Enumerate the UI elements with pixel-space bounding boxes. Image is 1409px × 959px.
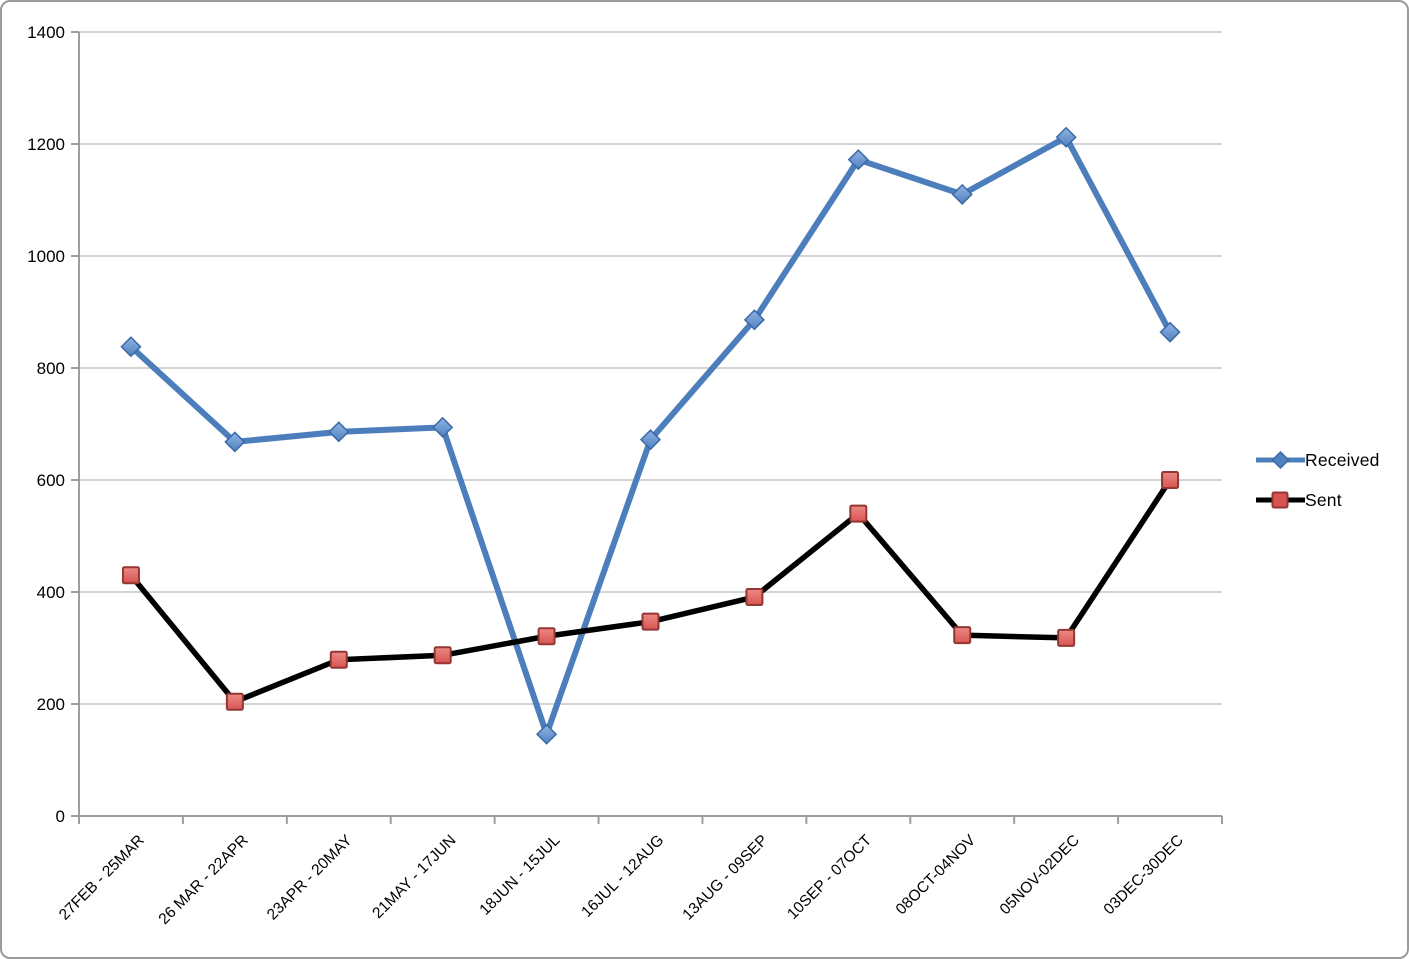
sent-data-point (225, 692, 244, 711)
y-axis-label-1000: 1000 (27, 247, 65, 266)
sent-data-point (953, 626, 972, 645)
x-axis-label: 21MAY - 17JUN (369, 832, 459, 922)
sent-data-point (641, 612, 660, 631)
x-axis-label: 08OCT-04NOV (893, 831, 980, 918)
received-data-point (951, 183, 973, 205)
x-axis-label: 05NOV-02DEC (997, 832, 1083, 918)
received-data-point (224, 431, 246, 453)
received-data-point (1159, 321, 1181, 343)
y-axis-label-800: 800 (37, 359, 65, 378)
x-axis-label: 27FEB - 25MAR (56, 832, 148, 924)
x-axis-label: 03DEC-30DEC (1101, 832, 1187, 918)
sent-data-point (745, 588, 764, 607)
y-axis-label-1400: 1400 (27, 23, 65, 42)
received-data-point (536, 723, 558, 745)
x-axis-label: 10SEP - 07OCT (784, 831, 875, 922)
legend-label-received: Received (1305, 450, 1380, 470)
y-axis-label-1200: 1200 (27, 135, 65, 154)
received-data-point (639, 429, 662, 451)
received-data-point (743, 309, 765, 331)
received-data-point (1055, 126, 1077, 148)
sent-data-point (1057, 628, 1076, 647)
sent-square-marker-icon (1271, 491, 1289, 509)
sent-series-line (128, 477, 1173, 705)
sent-data-point (849, 504, 868, 523)
received-data-point (847, 149, 869, 171)
received-data-point (120, 336, 142, 358)
y-axis-label-200: 200 (37, 695, 65, 714)
y-axis-label-600: 600 (37, 471, 65, 490)
x-axis-label: 16JUL - 12AUG (578, 832, 667, 921)
legend-item-sent: Sent (1256, 486, 1380, 514)
received-data-point (432, 416, 454, 438)
y-axis-label-400: 400 (37, 583, 65, 602)
x-axis-label: 23APR - 20MAY (264, 832, 356, 924)
received-diamond-marker-icon (1271, 451, 1290, 469)
sent-data-point (433, 646, 452, 665)
sent-data-point (329, 650, 348, 669)
x-axis-label: 13AUG - 09SEP (679, 832, 771, 924)
sent-data-point (1161, 471, 1180, 489)
sent-legend-swatch (1256, 491, 1305, 509)
sent-data-point (121, 566, 140, 585)
legend: Received Sent (1256, 446, 1380, 514)
legend-label-sent: Sent (1305, 490, 1342, 510)
legend-item-received: Received (1256, 446, 1380, 474)
x-axis-label: 26 MAR - 22APR (156, 832, 252, 928)
x-axis-label: 18JUN - 15JUL (476, 832, 563, 919)
sent-data-point (537, 627, 556, 646)
y-axis-label-0: 0 (56, 807, 65, 826)
received-legend-swatch (1256, 451, 1305, 469)
received-data-point (328, 421, 350, 443)
